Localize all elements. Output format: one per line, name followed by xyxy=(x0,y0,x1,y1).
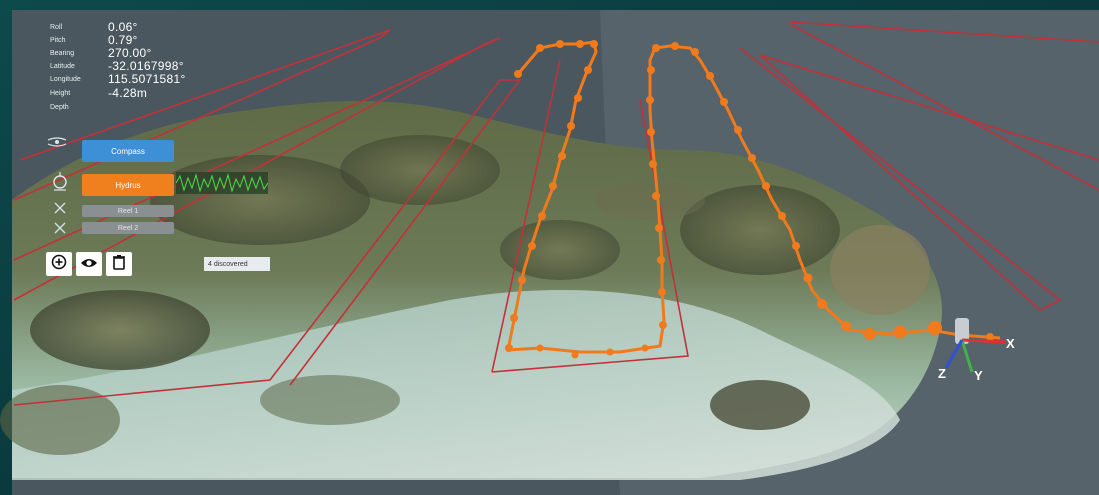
eye-icon xyxy=(80,255,98,274)
axis-z-label: Z xyxy=(938,366,946,381)
reel2-disconnected-icon xyxy=(54,222,66,237)
axis-y-label: Y xyxy=(974,368,983,383)
roll-label: Roll xyxy=(50,23,63,31)
longitude-label: Longitude xyxy=(50,75,81,83)
axis-x-label: X xyxy=(1006,336,1015,351)
latitude-value: -32.0167998° xyxy=(108,59,184,73)
trash-icon xyxy=(112,254,126,274)
plus-circle-icon xyxy=(51,254,67,274)
survey-path[interactable] xyxy=(505,40,1001,359)
delete-button[interactable] xyxy=(106,252,132,276)
add-button[interactable] xyxy=(46,252,72,276)
pitch-value: 0.79° xyxy=(108,33,138,47)
hydrus-button[interactable]: Hydrus xyxy=(82,174,174,196)
view-button[interactable] xyxy=(76,252,102,276)
pitch-label: Pitch xyxy=(50,36,66,44)
discovered-badge: 4 discovered xyxy=(204,257,270,271)
signal-waveform xyxy=(176,172,268,194)
latitude-label: Latitude xyxy=(50,62,75,70)
reel1-button[interactable]: Reel 1 xyxy=(82,205,174,217)
vehicle-axis-gizmo[interactable] xyxy=(944,318,1007,373)
height-label: Height xyxy=(50,89,71,97)
reel1-disconnected-icon xyxy=(54,202,66,217)
reel2-button[interactable]: Reel 2 xyxy=(82,222,174,234)
rov-icon xyxy=(50,170,70,197)
depth-label: Depth xyxy=(50,103,69,111)
height-value: -4.28m xyxy=(108,86,148,100)
roll-value: 0.06° xyxy=(108,20,138,34)
survey-boundaries xyxy=(13,21,1099,406)
compass-button[interactable]: Compass xyxy=(82,140,174,162)
bearing-label: Bearing xyxy=(50,49,75,57)
longitude-value: 115.5071581° xyxy=(108,72,186,86)
bearing-value: 270.00° xyxy=(108,46,152,60)
sonar-icon xyxy=(46,136,68,153)
